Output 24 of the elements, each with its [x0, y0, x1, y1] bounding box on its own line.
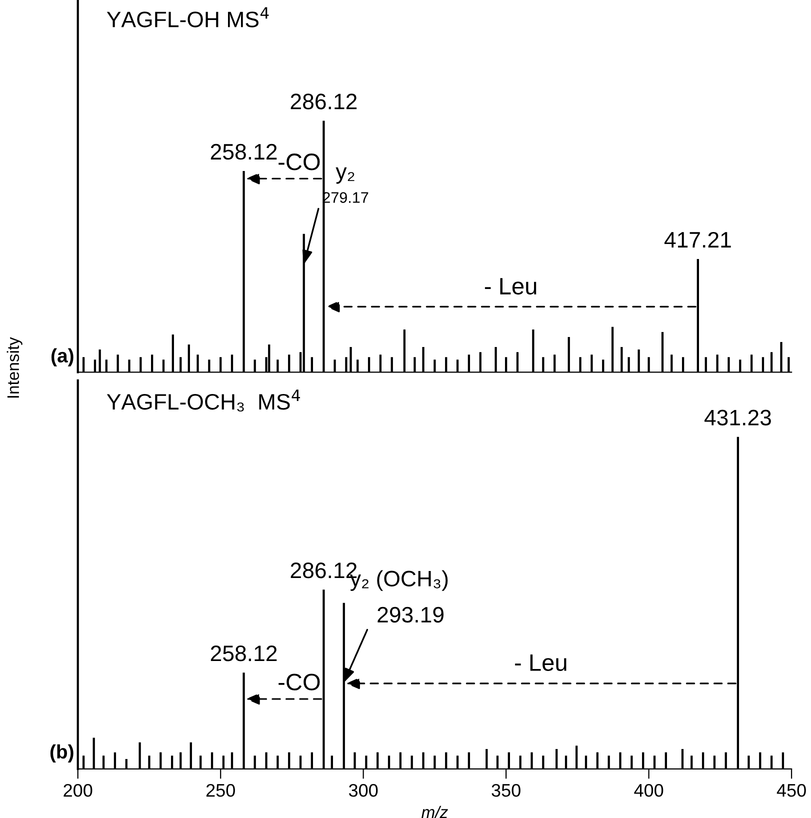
annotation: -CO [278, 154, 320, 170]
chart-title: YAGFL-OCH₃ MS$^{4}$ [106, 390, 300, 412]
annotation: - Leu [515, 654, 566, 671]
annotation: y₂ [336, 167, 354, 184]
annotation: 258.12 [210, 646, 277, 662]
x-tick-label: 250 [206, 784, 235, 797]
text: (b) [50, 744, 74, 762]
annotation: 279.17 [322, 192, 368, 203]
x-tick-label: 450 [776, 784, 806, 797]
annotation: 293.19 [378, 606, 444, 623]
x-tick-label: 300 [348, 784, 378, 797]
chart-title: YAGFL-OH MS$^{4}$ [106, 7, 269, 28]
annotation: - Leu [484, 278, 536, 295]
x-tick-label: 400 [634, 784, 664, 797]
annotation: 417.21 [664, 232, 731, 248]
annotation: 431.23 [704, 410, 771, 426]
x-tick-label: 350 [492, 784, 520, 797]
annotation: 258.12 [210, 144, 277, 160]
text: (a) [51, 348, 74, 366]
y-axis-title: Intensity [6, 337, 22, 398]
x-axis-title: m/z [422, 806, 448, 818]
annotation: 286.12 [290, 94, 357, 110]
annotation: -CO [278, 674, 320, 690]
x-tick-label: 200 [64, 784, 92, 797]
